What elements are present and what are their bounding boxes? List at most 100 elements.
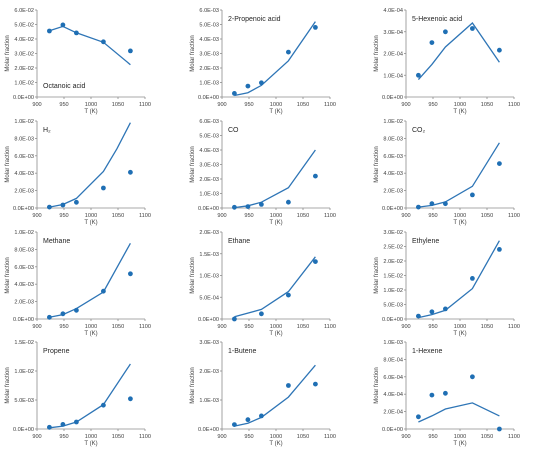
x-tick-label: 1050 (112, 324, 124, 330)
x-tick-label: 1000 (85, 434, 97, 440)
data-point (443, 29, 448, 35)
model-line (417, 22, 500, 81)
x-axis-label: T (K) (453, 220, 466, 226)
y-axis-label: Molar fraction (5, 35, 11, 71)
subplot-6: 0.0E+00 2.0E-03 4.0E-03 6.0E-03 8.0E-03 1.0E-… (374, 119, 520, 226)
subplot-11: 0.0E+00 1.0E-03 2.0E-03 3.0E-03 900 950 1000 10… (190, 340, 336, 447)
data-point (286, 49, 291, 55)
x-tick-label: 950 (428, 213, 437, 219)
data-point (470, 192, 475, 198)
y-tick-label: 2.0E-02 (14, 66, 34, 72)
y-tick-label: 1.0E-02 (14, 230, 34, 236)
y-axis-label: Molar fraction (190, 146, 196, 182)
y-tick-label: 1.5E-03 (199, 252, 219, 258)
data-point (313, 259, 318, 264)
x-tick-label: 1100 (139, 213, 151, 219)
y-tick-label: 4.0E-03 (14, 282, 34, 288)
data-point (232, 91, 237, 96)
data-point (47, 204, 52, 210)
model-line (234, 256, 316, 318)
x-tick-label: 900 (401, 102, 410, 108)
model-line (49, 25, 131, 66)
data-point (497, 161, 502, 167)
x-tick-label: 1050 (112, 434, 124, 440)
y-axis-label: Molar fraction (374, 367, 380, 403)
x-tick-label: 1100 (508, 102, 520, 108)
model-line (234, 149, 316, 209)
x-tick-label: 1050 (481, 102, 493, 108)
y-tick-label: 4.0E-04 (383, 392, 403, 398)
data-point (47, 314, 52, 320)
y-tick-label: 0.0E+00 (382, 95, 403, 101)
y-tick-label: 2.0E-03 (383, 189, 403, 195)
x-axis-label: T (K) (84, 109, 97, 115)
x-tick-label: 1000 (270, 324, 282, 330)
y-axis-label: Molar fraction (190, 367, 196, 403)
y-tick-label: 1.0E-03 (199, 274, 219, 280)
y-tick-label: 5.0E-03 (199, 134, 219, 140)
y-tick-label: 3.0E-03 (199, 340, 219, 346)
subplot-title: 2-Propenoic acid (228, 16, 281, 23)
y-axis-label: Molar fraction (374, 257, 380, 293)
x-tick-label: 900 (401, 213, 410, 219)
y-tick-label: 3.0E-02 (383, 230, 403, 236)
data-point (416, 414, 421, 420)
subplot-title: Octanoic acid (43, 83, 86, 90)
data-point (313, 381, 318, 387)
data-point (245, 204, 251, 210)
y-axis-label: Molar fraction (190, 35, 196, 71)
y-tick-label: 3.0E-03 (199, 163, 219, 169)
y-tick-label: 8.0E-04 (383, 357, 403, 363)
subplot-1: 0.0E+00 1.0E-02 2.0E-02 3.0E-02 4.0E-02 5.0E-… (5, 8, 151, 115)
data-point (429, 40, 435, 45)
x-tick-label: 950 (428, 434, 437, 440)
subplot-title: 1-Hexene (412, 348, 442, 355)
x-axis-label: T (K) (269, 220, 282, 226)
data-point (470, 374, 475, 380)
y-tick-label: 8.0E-03 (14, 136, 34, 142)
x-tick-label: 1000 (270, 213, 282, 219)
x-tick-label: 1000 (454, 213, 466, 219)
y-tick-label: 3.0E-02 (14, 52, 34, 58)
y-tick-label: 2.5E-02 (383, 245, 403, 251)
data-point (74, 307, 79, 313)
data-point (429, 392, 435, 398)
data-point (286, 292, 291, 298)
x-axis-label: T (K) (269, 109, 282, 115)
x-tick-label: 950 (244, 102, 253, 108)
subplot-8: 0.0E+00 5.0E-04 1.0E-03 1.5E-03 2.0E-03 900 95… (190, 230, 336, 337)
subplot-title: Propene (43, 348, 70, 355)
x-tick-label: 950 (244, 213, 253, 219)
x-tick-label: 900 (32, 213, 41, 219)
y-tick-label: 0.0E+00 (13, 206, 34, 212)
data-point (127, 48, 133, 54)
data-point (127, 271, 133, 277)
data-point (232, 204, 237, 210)
x-tick-label: 1000 (270, 102, 282, 108)
data-point (74, 419, 79, 425)
data-point (429, 201, 435, 207)
y-tick-label: 1.0E-02 (14, 81, 34, 87)
x-tick-label: 1050 (297, 102, 309, 108)
model-line (234, 364, 316, 427)
data-point (286, 383, 291, 388)
y-tick-label: 6.0E-03 (14, 154, 34, 160)
model-line (418, 142, 500, 208)
x-tick-label: 1100 (139, 102, 151, 108)
model-line (234, 21, 316, 97)
x-tick-label: 900 (217, 434, 226, 440)
x-tick-label: 900 (217, 213, 226, 219)
model-line (49, 363, 131, 429)
data-point (47, 28, 52, 34)
y-tick-label: 6.0E-03 (14, 265, 34, 271)
y-tick-label: 0.0E+00 (13, 317, 34, 323)
y-tick-label: 4.0E-04 (383, 8, 403, 14)
subplot-3: 0.0E+00 1.0E-04 2.0E-04 3.0E-04 4.0E-04 900 95… (374, 8, 520, 115)
y-tick-label: 2.0E-03 (14, 300, 34, 306)
subplot-title: Ethylene (412, 238, 439, 245)
y-tick-label: 3.0E-04 (383, 30, 403, 36)
y-tick-label: 5.0E-04 (199, 295, 219, 301)
x-axis-label: T (K) (84, 331, 97, 337)
data-point (127, 396, 133, 402)
